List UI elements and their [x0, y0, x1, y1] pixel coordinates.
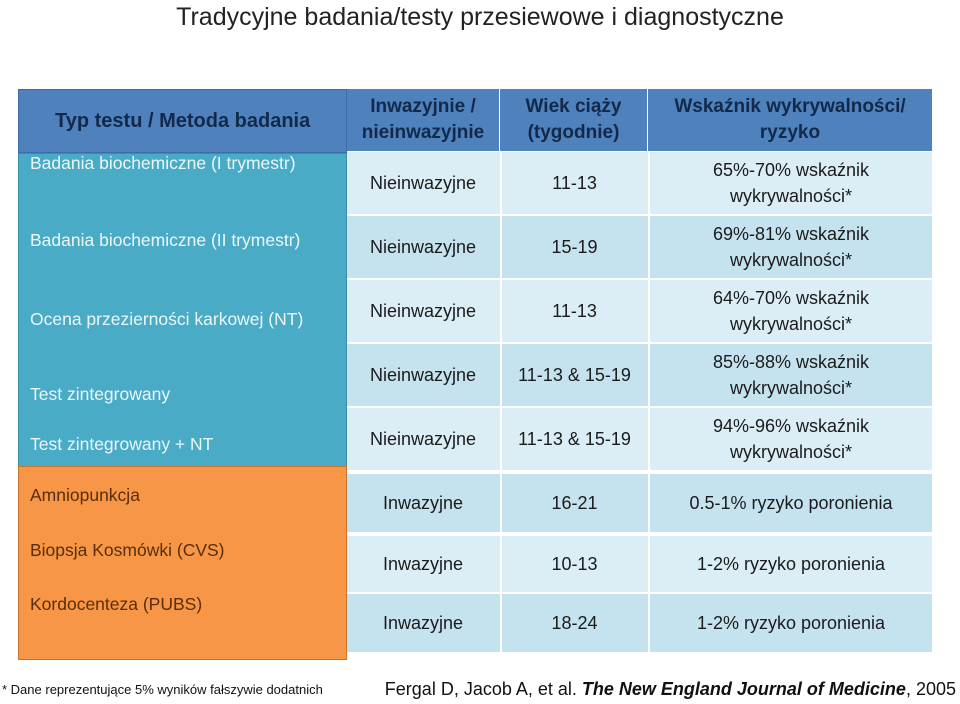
test-name-cvs: Biopsja Kosmówki (CVS) [30, 540, 225, 560]
invasive-tests-block [18, 466, 347, 660]
test-name-pubs: Kordocenteza (PUBS) [30, 594, 203, 614]
row-type: Nieinwazyjne [369, 365, 477, 385]
row-rate: 65%-70% wskaźnik wykrywalności* [648, 152, 932, 214]
test-name-amniocentesis: Amniopunkcja [30, 485, 140, 505]
row-type: Inwazyjne [382, 613, 464, 633]
citation: Fergal D, Jacob A, et al. The New Englan… [385, 679, 956, 700]
table-row [347, 216, 932, 278]
footnote: * Dane reprezentujące 5% wyników fałszyw… [2, 682, 323, 697]
row-rate: 64%-70% wskaźnik wykrywalności* [648, 280, 932, 342]
citation-authors: Fergal D, Jacob A, et al. [384, 679, 577, 699]
row-weeks: 11-13 & 15-19 [500, 344, 647, 406]
table-row [347, 536, 932, 592]
row-weeks: 11-13 & 15-19 [500, 408, 647, 470]
citation-journal: The New England Journal of Medicine [581, 679, 906, 699]
column-header-weeks: Wiek ciąży (tygodnie) [500, 89, 647, 151]
table-row [347, 594, 932, 652]
row-type: Nieinwazyjne [369, 237, 477, 257]
table-row [347, 408, 932, 470]
test-name-integrated: Test zintegrowany [30, 384, 171, 404]
row-type: Nieinwazyjne [369, 301, 477, 321]
row-weeks: 16-21 [500, 474, 647, 532]
row-weeks: 15-19 [500, 216, 647, 278]
row-rate: 1-2% ryzyko poronienia [648, 536, 932, 592]
row-weeks: 10-13 [500, 536, 647, 592]
row-rate: 69%-81% wskaźnik wykrywalności* [648, 216, 932, 278]
row-type: Nieinwazyjne [369, 429, 477, 449]
row-weeks: 18-24 [500, 594, 647, 652]
row-type: Inwazyjne [382, 493, 464, 513]
citation-year: , 2005 [905, 679, 956, 699]
test-name-biochem-1: Badania biochemiczne (I trymestr) [30, 153, 296, 173]
table-row [347, 344, 932, 406]
table-row [347, 474, 932, 532]
column-header-rate: Wskaźnik wykrywalności/ ryzyko [648, 89, 932, 151]
row-weeks: 11-13 [500, 280, 647, 342]
row-rate: 85%-88% wskaźnik wykrywalności* [648, 344, 932, 406]
test-name-nt: Ocena przezierności karkowej (NT) [30, 309, 304, 329]
test-name-biochem-2: Badania biochemiczne (II trymestr) [30, 230, 301, 250]
row-weeks: 11-13 [500, 152, 647, 214]
row-rate: 94%-96% wskaźnik wykrywalności* [648, 408, 932, 470]
table-row [347, 152, 932, 214]
row-rate: 0.5-1% ryzyko poronienia [648, 474, 932, 532]
row-type: Inwazyjne [382, 554, 464, 574]
left-column-header: Typ testu / Metoda badania [18, 89, 347, 153]
left-column-header-label: Typ testu / Metoda badania [55, 110, 311, 132]
row-type: Nieinwazyjne [369, 173, 477, 193]
column-header-type: Inwazyjnie / nieinwazyjnie [347, 89, 499, 151]
noninvasive-tests-block [18, 153, 347, 483]
results-table: Inwazyjnie / nieinwazyjnie Wiek ciąży (t… [347, 89, 932, 657]
row-rate: 1-2% ryzyko poronienia [648, 594, 932, 652]
page-title: Tradycyjne badania/testy przesiewowe i d… [176, 3, 784, 31]
test-name-integrated-nt: Test zintegrowany + NT [30, 434, 214, 454]
table-row [347, 280, 932, 342]
